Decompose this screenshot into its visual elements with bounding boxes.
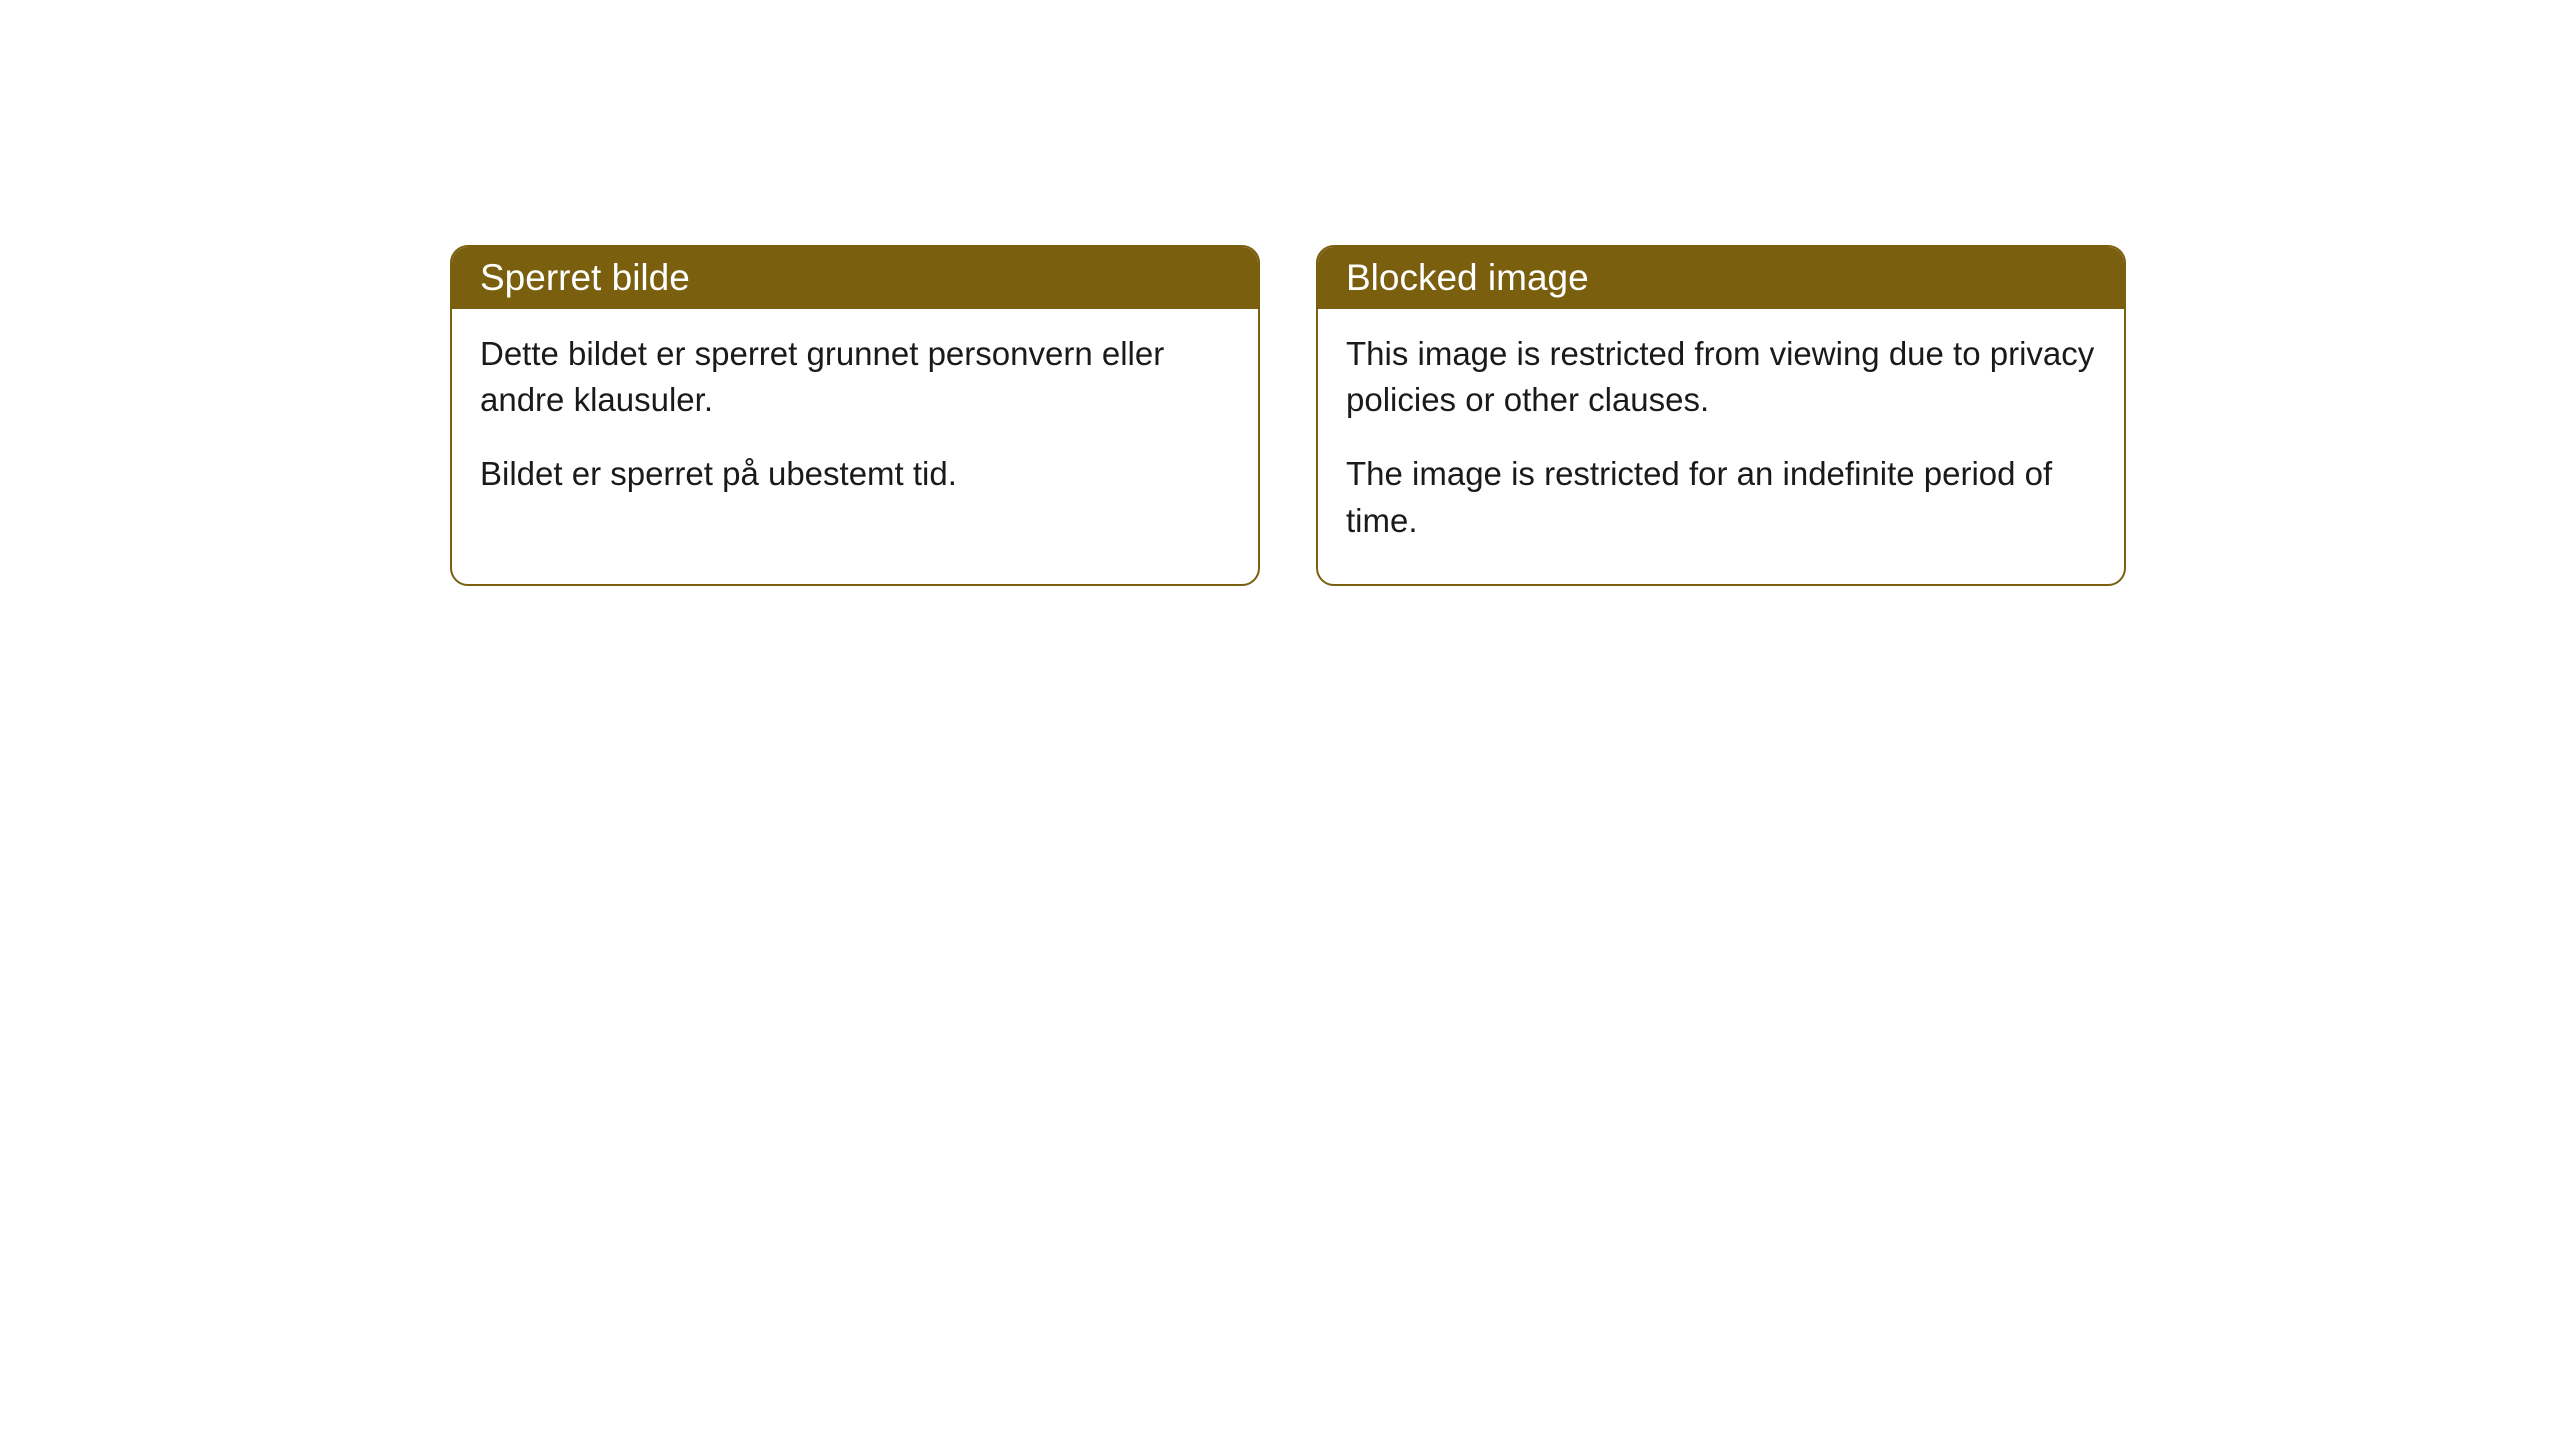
blocked-image-card-norwegian: Sperret bilde Dette bildet er sperret gr… xyxy=(450,245,1260,586)
card-paragraph-2-english: The image is restricted for an indefinit… xyxy=(1346,451,2096,543)
card-paragraph-1-norwegian: Dette bildet er sperret grunnet personve… xyxy=(480,331,1230,423)
card-header-norwegian: Sperret bilde xyxy=(452,247,1258,309)
cards-container: Sperret bilde Dette bildet er sperret gr… xyxy=(450,245,2126,586)
card-header-english: Blocked image xyxy=(1318,247,2124,309)
card-body-english: This image is restricted from viewing du… xyxy=(1318,309,2124,584)
blocked-image-card-english: Blocked image This image is restricted f… xyxy=(1316,245,2126,586)
card-title-norwegian: Sperret bilde xyxy=(480,257,690,298)
card-paragraph-1-english: This image is restricted from viewing du… xyxy=(1346,331,2096,423)
card-title-english: Blocked image xyxy=(1346,257,1589,298)
card-body-norwegian: Dette bildet er sperret grunnet personve… xyxy=(452,309,1258,538)
card-paragraph-2-norwegian: Bildet er sperret på ubestemt tid. xyxy=(480,451,1230,497)
